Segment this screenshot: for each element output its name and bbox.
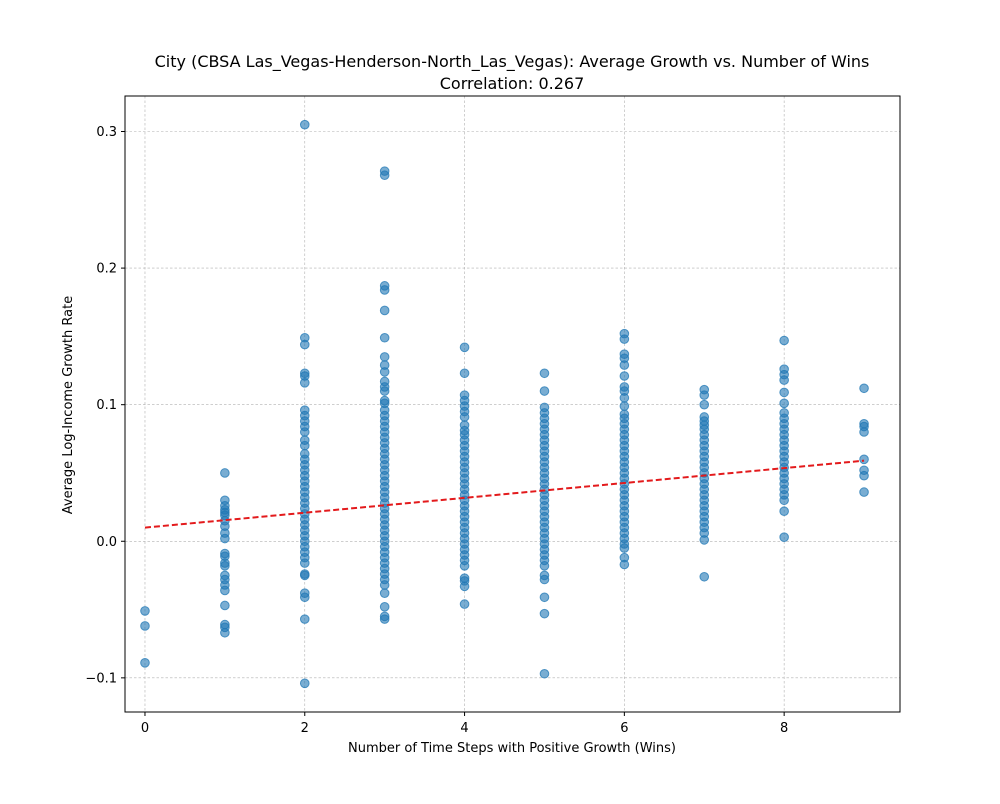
- data-point: [299, 558, 310, 568]
- data-point: [859, 454, 869, 465]
- y-tick-label: 0.2: [96, 262, 117, 277]
- data-point: [779, 335, 789, 346]
- data-point: [299, 614, 310, 624]
- data-points: [140, 119, 869, 689]
- data-point: [379, 332, 390, 343]
- data-point: [539, 368, 550, 379]
- data-point: [220, 533, 230, 544]
- data-point: [459, 581, 470, 592]
- data-point: [859, 487, 869, 497]
- x-tick-label: 0: [141, 721, 149, 736]
- data-point: [619, 360, 630, 370]
- plot-area-frame: [124, 95, 901, 713]
- data-point: [619, 371, 630, 381]
- data-point: [779, 506, 789, 517]
- data-point: [779, 387, 789, 398]
- data-point: [459, 561, 470, 571]
- data-point: [379, 386, 390, 396]
- x-tick-label: 6: [620, 721, 628, 736]
- data-point: [539, 386, 550, 396]
- data-point: [220, 600, 230, 611]
- y-tick-label: −0.1: [85, 671, 117, 686]
- data-point: [859, 427, 869, 437]
- y-tick-label: 0.3: [96, 125, 117, 140]
- y-tick-label: 0.0: [96, 535, 117, 550]
- data-point: [619, 401, 630, 411]
- data-point: [779, 375, 789, 385]
- data-point: [379, 305, 390, 316]
- data-point: [539, 574, 550, 585]
- data-point: [140, 606, 150, 616]
- data-point: [379, 352, 390, 362]
- data-point: [220, 468, 230, 478]
- y-axis-label: Average Log-Income Growth Rate: [61, 296, 76, 514]
- data-point: [299, 427, 310, 437]
- data-point: [779, 532, 789, 542]
- x-tick-label: 8: [780, 721, 788, 736]
- data-point: [459, 342, 470, 353]
- data-point: [539, 561, 550, 571]
- data-point: [619, 543, 630, 553]
- x-axis-label: Number of Time Steps with Positive Growt…: [348, 741, 676, 756]
- data-point: [699, 535, 710, 545]
- data-point: [140, 621, 150, 631]
- data-point: [379, 602, 390, 612]
- data-point: [459, 368, 470, 379]
- y-tick-label: 0.1: [96, 398, 117, 413]
- data-point: [379, 285, 390, 295]
- data-point: [220, 585, 230, 596]
- data-point: [220, 627, 230, 638]
- axis-ticks: 0 2 4 6 8 −0.1 0.0 0.1 0.2 0.3: [85, 125, 788, 736]
- data-point: [379, 367, 390, 377]
- data-point: [779, 398, 789, 409]
- data-point: [859, 383, 869, 394]
- data-point: [299, 678, 310, 689]
- data-point: [619, 393, 630, 403]
- data-point: [299, 378, 310, 388]
- data-point: [459, 412, 470, 422]
- chart-subtitle: Correlation: 0.267: [440, 74, 585, 93]
- data-point: [379, 588, 390, 598]
- chart-title: City (CBSA Las_Vegas-Henderson-North_Las…: [155, 52, 870, 72]
- data-point: [539, 668, 550, 679]
- trend-line-layer: [144, 459, 865, 529]
- data-point: [699, 390, 710, 400]
- data-point: [299, 570, 310, 581]
- data-point: [459, 599, 470, 609]
- data-point: [299, 119, 310, 130]
- data-point: [859, 470, 869, 481]
- trend-line: [144, 459, 865, 529]
- data-point: [140, 658, 150, 668]
- data-point: [220, 561, 230, 571]
- data-point: [699, 399, 710, 410]
- data-point: [779, 495, 789, 506]
- data-point: [379, 580, 390, 590]
- data-point: [619, 334, 630, 344]
- data-point: [539, 608, 550, 619]
- data-point: [299, 440, 310, 451]
- data-point: [299, 592, 310, 603]
- data-point: [619, 559, 630, 570]
- data-point: [379, 170, 390, 181]
- x-tick-label: 4: [460, 721, 468, 736]
- data-point: [699, 571, 710, 582]
- data-point: [379, 614, 390, 624]
- data-point: [539, 592, 550, 603]
- x-tick-label: 2: [301, 721, 309, 736]
- data-point: [299, 339, 310, 350]
